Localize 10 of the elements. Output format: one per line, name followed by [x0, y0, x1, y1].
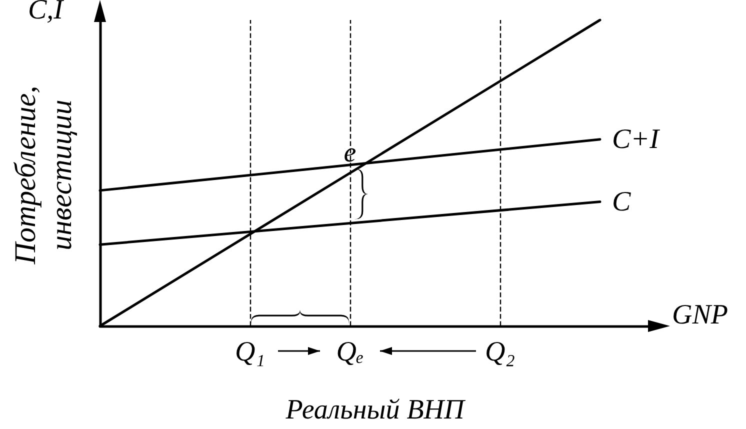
- annotation: e: [344, 138, 356, 168]
- series-label: C: [612, 186, 631, 218]
- x-axis-title: Реальный ВНП: [284, 394, 466, 426]
- text: GNP: [672, 300, 728, 330]
- y-axis-title: Потребление, инвестиции: [8, 84, 79, 266]
- x-tick-label: Qₑ: [336, 336, 364, 368]
- x-tick-label: Q₁: [235, 336, 265, 368]
- x-tick-label: Q₂: [485, 336, 516, 368]
- series-label: C+I: [612, 124, 661, 155]
- text: C,I: [28, 0, 65, 26]
